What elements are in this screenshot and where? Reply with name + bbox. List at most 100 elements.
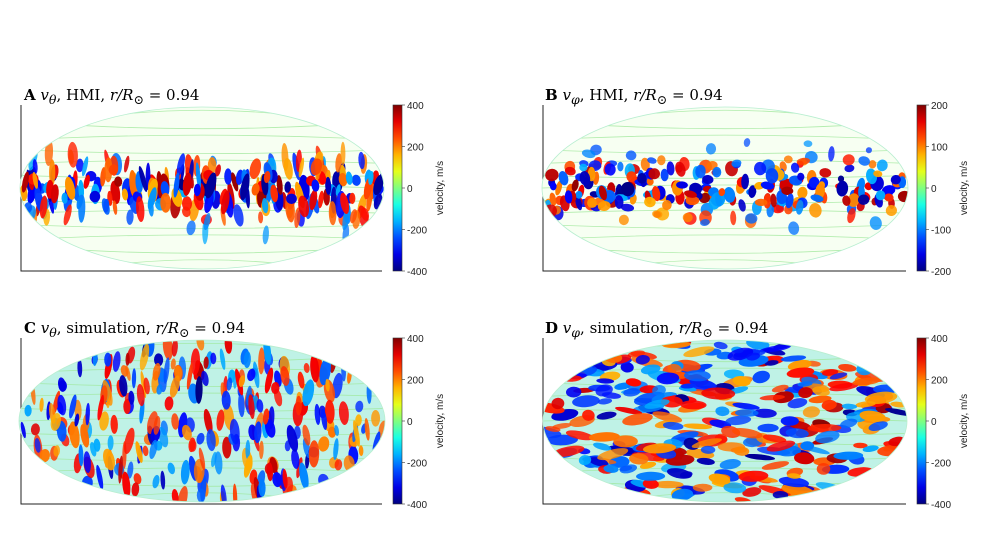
colorbar-tick-label: 0 [931,184,937,195]
colorbar-tick-label: 400 [407,334,424,345]
velocity-cell [785,428,809,439]
velocity-cell [39,195,48,219]
velocity-cell [298,157,305,178]
colorbar-tick-label: 200 [931,101,948,112]
velocity-cell [328,201,337,226]
velocity-cell [203,408,213,435]
radius-label: r/R [109,86,134,104]
velocity-cell [152,363,161,381]
velocity-cell [128,390,135,405]
velocity-cell [308,440,320,468]
velocity-cell [593,442,612,451]
velocity-cell [662,421,684,430]
velocity-cell [291,449,300,469]
velocity-cell [127,461,134,479]
velocity-cell [636,471,666,481]
velocity-cell [685,196,700,206]
velocity-cell [660,168,669,182]
velocity-cell [700,445,716,454]
velocity-cell [787,398,808,409]
source-label: HMI [589,86,624,104]
velocity-cell [604,163,616,176]
velocity-cell [126,209,134,225]
velocity-cell [177,486,188,502]
velocity-cell [286,193,297,205]
velocity-cell [652,480,684,489]
velocity-cell [298,195,310,218]
velocity-cell [744,453,776,461]
velocity-cell [186,220,196,236]
contour-line [85,125,319,130]
velocity-cell [251,183,260,196]
velocity-cell [283,157,293,180]
velocity-cell [816,462,831,475]
velocity-cell [61,192,68,204]
velocity-cell [723,482,747,494]
velocity-cell [797,381,813,387]
velocity-cell [333,438,339,460]
velocity-cell [730,210,737,226]
colorbar-label: velocity, m/s [435,161,446,215]
velocity-cell [783,155,793,164]
velocity-cell [355,414,362,427]
velocity-cell [78,444,84,467]
velocity-cell [753,161,767,176]
velocity-cell [885,204,897,217]
velocity-cell [815,430,840,444]
velocity-cell [249,158,262,180]
velocity-cell [318,436,330,452]
velocity-cell [579,163,588,172]
contour-line [85,249,319,254]
radius-value: 0.94 [166,86,200,104]
velocity-cell [302,379,315,407]
velocity-cell [169,375,180,398]
velocity-cell [238,392,245,418]
radius-value: 0.94 [211,319,246,337]
velocity-cell [104,352,112,367]
velocity-cell [196,488,206,502]
velocity-cell [57,377,66,392]
velocity-cell [160,181,170,197]
velocity-cell [797,186,808,199]
velocity-cell [221,390,231,410]
velocity-cell [156,384,163,395]
velocity-cell [803,140,813,148]
sphere-outline [542,339,908,503]
colorbar-tick-label: -200 [407,459,427,470]
velocity-cell [195,162,202,191]
velocity-cell [181,424,192,441]
velocity-cell [282,468,288,489]
velocity-cell [311,179,320,192]
velocity-cell [158,426,169,448]
velocity-cell [303,363,310,373]
source-label: simulation [589,319,670,337]
velocity-cell [796,157,810,165]
velocity-cell [229,418,240,445]
velocity-cell [173,172,180,198]
axes-frame [542,338,906,505]
velocity-cell [30,423,40,436]
velocity-cell [83,174,90,189]
velocity-cell [167,462,175,475]
velocity-cell [695,164,706,179]
velocity-cell [210,352,217,365]
velocity-cell [838,363,857,372]
velocity-cell [124,427,135,455]
velocity-cell [142,445,149,457]
velocity-cell [546,434,578,446]
velocity-cell [171,340,178,357]
colorbar-tick-label: 200 [407,143,424,154]
velocity-cell [596,378,615,384]
velocity-cell [258,478,266,497]
velocity-cell [310,158,323,176]
velocity-cell [21,171,29,193]
velocity-cell [833,451,864,460]
velocity-cell [340,192,350,215]
velocity-cell [865,147,872,154]
contour-line [608,249,842,254]
velocity-cell [781,186,794,196]
velocity-cell [349,209,358,224]
velocity-cell [829,382,859,392]
velocity-cell [334,459,343,471]
panel-c-title: C vθ, simulation, r/R⊙ = 0.94 [24,319,246,340]
